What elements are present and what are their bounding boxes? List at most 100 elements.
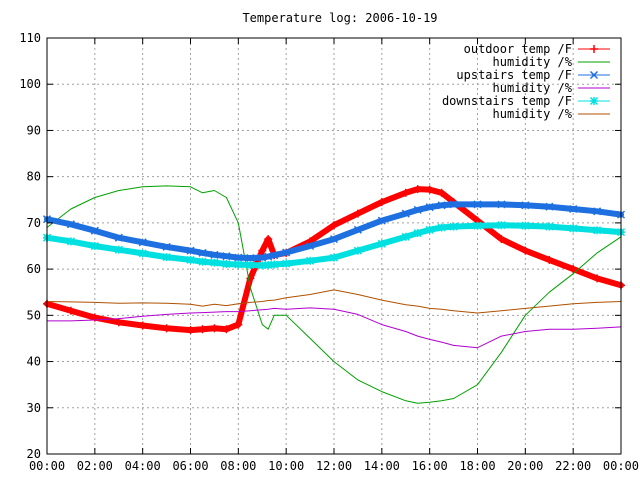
marker-stroke (234, 260, 243, 269)
x-tick-label: 00:00 (603, 459, 639, 473)
data-point (246, 260, 255, 270)
data-point (66, 220, 75, 229)
data-point (330, 221, 338, 230)
legend-label: humidity /% (493, 107, 573, 121)
y-tick-label: 70 (27, 216, 41, 230)
data-point (401, 209, 410, 218)
marker-stroke (66, 237, 75, 246)
data-point (425, 203, 434, 212)
data-point (593, 226, 602, 235)
legend-label: outdoor temp /F (464, 42, 572, 56)
data-point (521, 221, 530, 230)
marker-stroke (473, 221, 482, 230)
data-point (270, 260, 279, 269)
marker-stroke (114, 233, 123, 242)
marker-stroke (270, 260, 279, 269)
data-point (282, 248, 291, 257)
marker-stroke (90, 226, 99, 235)
marker-stroke (306, 241, 315, 251)
marker-stroke (162, 242, 171, 251)
data-point (401, 232, 410, 241)
data-point (569, 204, 578, 214)
marker-stroke (66, 220, 75, 229)
data-point (593, 274, 602, 283)
marker-stroke (545, 202, 554, 211)
data-point (569, 265, 578, 274)
y-tick-label: 30 (27, 401, 41, 415)
data-point (353, 225, 362, 234)
marker-stroke (222, 252, 231, 261)
marker-stroke (186, 255, 195, 264)
data-point (473, 221, 482, 230)
marker-stroke (521, 201, 530, 210)
data-point (425, 185, 434, 194)
data-point (210, 324, 219, 333)
data-point (437, 201, 446, 210)
x-tick-label: 14:00 (364, 459, 400, 473)
data-point (306, 256, 315, 265)
marker-stroke (377, 239, 386, 248)
marker-stroke (353, 225, 362, 234)
data-point (198, 325, 207, 334)
marker-stroke (270, 251, 279, 260)
data-point (497, 221, 506, 230)
data-point (186, 326, 195, 335)
data-point (545, 202, 554, 211)
marker-stroke (401, 209, 410, 218)
x-tick-label: 04:00 (125, 459, 161, 473)
data-point (222, 252, 231, 261)
y-tick-label: 50 (27, 308, 41, 322)
data-point (282, 259, 291, 268)
marker-stroke (138, 249, 147, 258)
marker-stroke (497, 200, 506, 209)
data-point (437, 223, 446, 232)
data-point (114, 245, 123, 254)
marker-stroke (306, 256, 315, 265)
data-point (497, 200, 506, 209)
marker-stroke (329, 235, 339, 244)
data-point (413, 205, 422, 214)
data-point (90, 241, 99, 251)
x-tick-label: 10:00 (268, 459, 304, 473)
series-line (46, 307, 622, 349)
marker-stroke (90, 241, 99, 251)
marker-stroke (264, 260, 273, 270)
data-point (521, 201, 530, 210)
legend: outdoor temp /F humidity /% upstairs temp … (442, 42, 610, 121)
data-point (377, 216, 386, 225)
marker-stroke (593, 207, 602, 216)
marker-stroke (413, 229, 422, 238)
data-point (473, 200, 482, 209)
x-tick-label: 16:00 (412, 459, 448, 473)
data-point (377, 239, 386, 248)
data-point (329, 235, 339, 244)
data-point (437, 188, 446, 197)
series-line (46, 185, 622, 404)
legend-label: upstairs temp /F (456, 68, 572, 82)
marker-stroke (569, 224, 578, 233)
data-point (162, 253, 171, 262)
data-point (66, 237, 75, 246)
marker-stroke (210, 250, 219, 259)
data-point (413, 229, 422, 238)
marker-stroke (425, 203, 434, 212)
marker-stroke (186, 246, 195, 255)
data-point (264, 252, 273, 261)
data-point (353, 209, 362, 218)
marker-stroke (198, 257, 207, 266)
marker-stroke (497, 221, 506, 230)
x-tick-label: 12:00 (316, 459, 352, 473)
data-point (162, 242, 171, 251)
series-group (46, 307, 622, 349)
axes: 20 30 40 50 60 70 80 90 100 110 00:00 02:00 04:00 06:… (19, 31, 639, 473)
data-point (234, 320, 243, 329)
marker-stroke (545, 222, 554, 231)
data-point (138, 238, 147, 247)
data-point (234, 260, 243, 269)
marker-stroke (425, 225, 434, 234)
data-point (138, 321, 147, 330)
marker-stroke (377, 216, 386, 225)
marker-stroke (258, 261, 267, 270)
marker-stroke (210, 258, 219, 267)
